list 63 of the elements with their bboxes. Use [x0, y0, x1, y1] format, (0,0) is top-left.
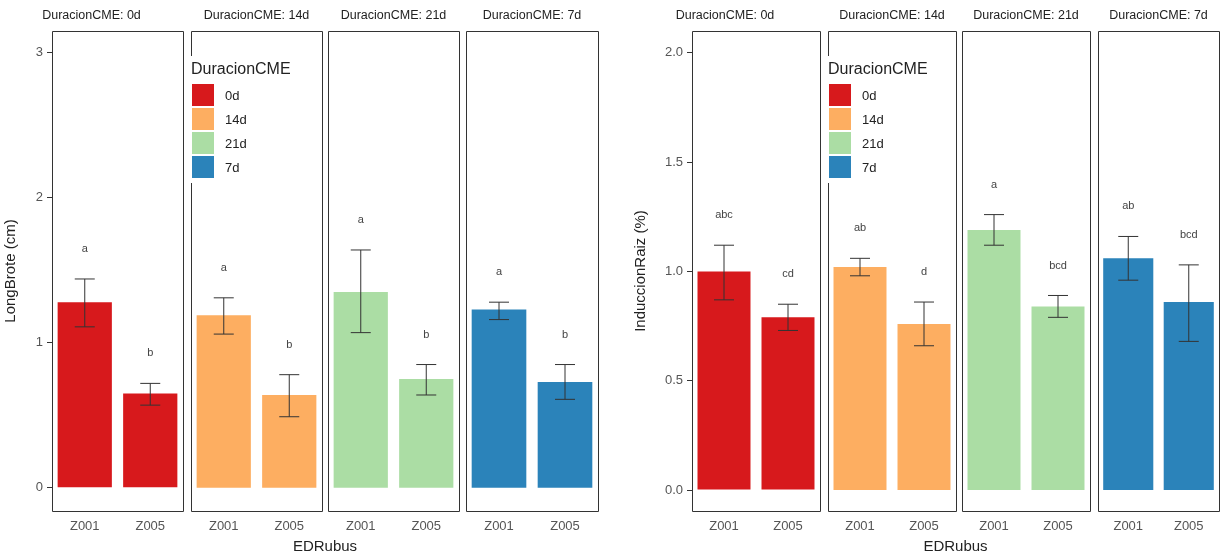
y-axis-title: InduccionRaiz (%) [631, 210, 649, 332]
legend-label: 21d [225, 135, 247, 151]
y-tick-label: 0.0 [664, 481, 683, 497]
x-tick-label: Z005 [550, 518, 580, 534]
y-tick-label: 3 [35, 44, 43, 60]
legend-label: 14d [862, 111, 884, 127]
x-tick-label: Z001 [1113, 518, 1144, 534]
chart-title: DuracionCME: 7d [482, 7, 582, 22]
x-tick-label: Z005 [1173, 518, 1204, 534]
annotation: a [357, 213, 365, 225]
y-tick-label: 2 [35, 189, 43, 205]
chart-title: DuracionCME: 14d [203, 7, 310, 22]
x-tick-label: Z001 [845, 518, 875, 534]
x-tick-label: Z005 [909, 518, 939, 534]
legend-label: 0d [225, 87, 240, 103]
annotation: b [286, 337, 293, 350]
x-tick-label: Z001 [979, 518, 1009, 534]
x-tick-label: Z005 [274, 518, 305, 534]
legend-label: 21d [862, 135, 884, 151]
y-axis-title: LongBrote (cm) [1, 219, 19, 323]
chart-title: DuracionCME: 14d [839, 7, 945, 22]
x-tick-label: Z005 [1043, 518, 1073, 534]
annotation: a [220, 260, 228, 273]
chart-title: DuracionCME: 21d [973, 7, 1079, 22]
annotation: bcd [1179, 227, 1198, 240]
annotation: ab [853, 221, 867, 234]
annotation: a [495, 265, 503, 278]
x-tick-label: Z001 [484, 518, 514, 534]
legend-title: DuracionCME [191, 60, 291, 78]
y-tick-label: 1.0 [664, 263, 683, 279]
annotation: ab [1122, 199, 1135, 212]
y-tick-label: 1.5 [664, 153, 683, 169]
annotation: b [423, 327, 430, 340]
x-tick-label: Z001 [709, 518, 739, 534]
annotation: abc [715, 208, 734, 221]
x-tick-label: Z001 [69, 518, 100, 534]
x-tick-label: Z005 [773, 518, 803, 534]
annotation: cd [782, 267, 794, 280]
y-tick-label: 1 [35, 334, 43, 350]
chart-title: DuracionCME: 21d [340, 7, 447, 22]
annotation: bcd [1049, 258, 1067, 271]
chart-title: DuracionCME: 7d [1109, 7, 1208, 22]
annotation: a [990, 177, 998, 190]
legend-label: 7d [862, 159, 877, 175]
y-tick-label: 0.5 [664, 372, 683, 388]
chart-title: DuracionCME: 0d [675, 7, 775, 22]
legend-label: 0d [862, 87, 877, 103]
legend-label: 14d [225, 111, 247, 127]
x-tick-label: Z001 [208, 518, 239, 534]
y-tick-label: 0 [35, 479, 43, 495]
x-tick-label: Z001 [345, 518, 376, 534]
annotation: b [561, 327, 569, 340]
x-axis-title: EDRubus [923, 537, 988, 554]
legend-label: 7d [225, 159, 240, 175]
annotation: d [920, 265, 928, 278]
y-tick-label: 2.0 [664, 44, 683, 60]
x-axis-title: EDRubus [292, 537, 358, 554]
legend-title: DuracionCME [828, 60, 928, 78]
x-tick-label: Z005 [411, 518, 442, 534]
chart-title: DuracionCME: 0d [42, 7, 141, 22]
annotation: a [81, 242, 89, 255]
x-tick-label: Z005 [135, 518, 166, 534]
annotation: b [147, 346, 154, 359]
